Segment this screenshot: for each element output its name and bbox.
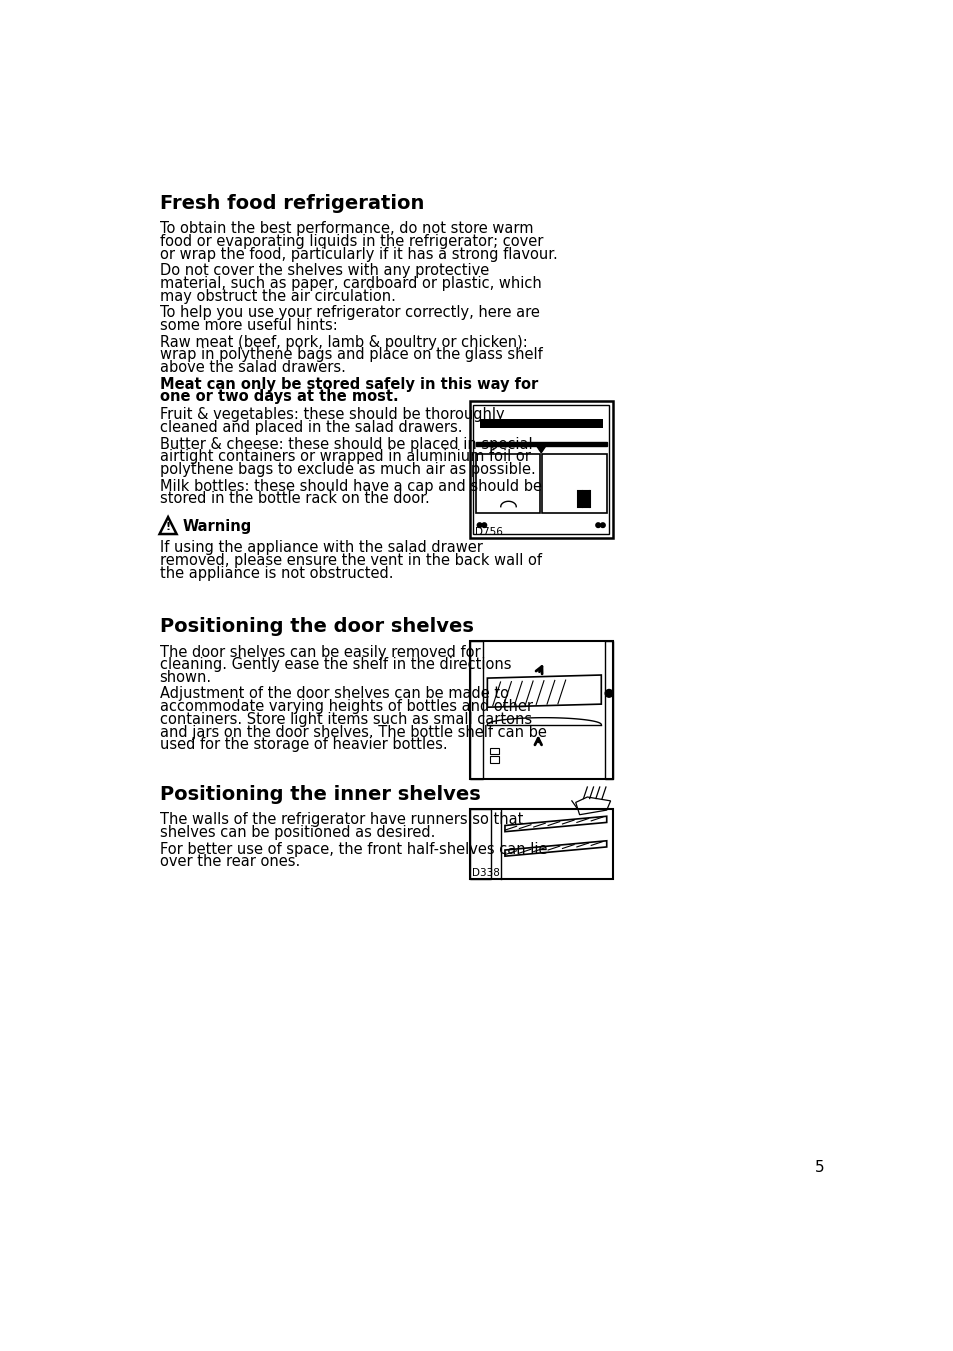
Text: Positioning the door shelves: Positioning the door shelves — [159, 617, 473, 636]
Text: wrap in polythene bags and place on the glass shelf: wrap in polythene bags and place on the … — [159, 347, 541, 362]
Bar — [469, 640, 483, 780]
Text: D756: D756 — [475, 527, 502, 538]
Text: For better use of space, the front half-shelves can lie: For better use of space, the front half-… — [159, 842, 546, 857]
Text: and jars on the door shelves. The bottle shelf can be: and jars on the door shelves. The bottle… — [159, 724, 546, 739]
Text: cleaning. Gently ease the shelf in the directions: cleaning. Gently ease the shelf in the d… — [159, 657, 511, 673]
Bar — [604, 640, 612, 780]
Text: Raw meat (beef, pork, lamb & poultry or chicken):: Raw meat (beef, pork, lamb & poultry or … — [159, 335, 527, 350]
Text: The walls of the refrigerator have runners so that: The walls of the refrigerator have runne… — [159, 812, 522, 827]
Text: shelves can be positioned as desired.: shelves can be positioned as desired. — [159, 825, 435, 840]
Text: Warning: Warning — [183, 519, 252, 534]
Text: Butter & cheese: these should be placed in special: Butter & cheese: these should be placed … — [159, 436, 532, 451]
Text: Milk bottles: these should have a cap and should be: Milk bottles: these should have a cap an… — [159, 478, 541, 493]
Text: !: ! — [165, 521, 171, 532]
Bar — [469, 401, 612, 538]
Text: D338: D338 — [472, 867, 499, 878]
Bar — [469, 808, 612, 878]
Text: containers. Store light items such as small cartons: containers. Store light items such as sm… — [159, 712, 531, 727]
Bar — [473, 405, 608, 535]
Circle shape — [476, 523, 481, 527]
Text: Fresh food refrigeration: Fresh food refrigeration — [159, 193, 423, 212]
Bar — [479, 419, 602, 428]
Bar — [476, 454, 540, 513]
Text: over the rear ones.: over the rear ones. — [159, 854, 299, 869]
Text: Meat can only be stored safely in this way for: Meat can only be stored safely in this w… — [159, 377, 537, 392]
Text: shown.: shown. — [159, 670, 212, 685]
Text: Positioning the inner shelves: Positioning the inner shelves — [159, 785, 479, 804]
Text: accommodate varying heights of bottles and other: accommodate varying heights of bottles a… — [159, 700, 532, 715]
Text: material, such as paper, cardboard or plastic, which: material, such as paper, cardboard or pl… — [159, 276, 540, 290]
Text: food or evaporating liquids in the refrigerator; cover: food or evaporating liquids in the refri… — [159, 234, 542, 249]
Text: one or two days at the most.: one or two days at the most. — [159, 389, 397, 404]
Bar — [469, 808, 491, 878]
Bar — [469, 640, 612, 780]
Text: some more useful hints:: some more useful hints: — [159, 317, 337, 334]
Text: airtight containers or wrapped in aluminium foil or: airtight containers or wrapped in alumin… — [159, 450, 530, 465]
Text: removed, please ensure the vent in the back wall of: removed, please ensure the vent in the b… — [159, 553, 541, 567]
Text: Do not cover the shelves with any protective: Do not cover the shelves with any protec… — [159, 263, 488, 278]
Text: stored in the bottle rack on the door.: stored in the bottle rack on the door. — [159, 492, 429, 507]
Bar — [489, 748, 498, 754]
Text: If using the appliance with the salad drawer: If using the appliance with the salad dr… — [159, 540, 482, 555]
Text: 5: 5 — [814, 1161, 823, 1175]
Text: used for the storage of heavier bottles.: used for the storage of heavier bottles. — [159, 738, 447, 753]
Circle shape — [604, 689, 612, 697]
Text: or wrap the food, particularly if it has a strong flavour.: or wrap the food, particularly if it has… — [159, 247, 557, 262]
Bar — [489, 757, 498, 763]
Bar — [541, 454, 606, 513]
Text: The door shelves can be easily removed for: The door shelves can be easily removed f… — [159, 644, 479, 659]
Polygon shape — [536, 446, 545, 453]
Text: Fruit & vegetables: these should be thoroughly: Fruit & vegetables: these should be thor… — [159, 408, 503, 423]
Circle shape — [596, 523, 599, 527]
Text: Adjustment of the door shelves can be made to: Adjustment of the door shelves can be ma… — [159, 686, 508, 701]
Bar — [476, 442, 606, 446]
Text: the appliance is not obstructed.: the appliance is not obstructed. — [159, 566, 393, 581]
Text: above the salad drawers.: above the salad drawers. — [159, 359, 345, 376]
Text: may obstruct the air circulation.: may obstruct the air circulation. — [159, 289, 395, 304]
Text: cleaned and placed in the salad drawers.: cleaned and placed in the salad drawers. — [159, 420, 461, 435]
Text: polythene bags to exclude as much air as possible.: polythene bags to exclude as much air as… — [159, 462, 535, 477]
Text: To help you use your refrigerator correctly, here are: To help you use your refrigerator correc… — [159, 305, 538, 320]
Text: To obtain the best performance, do not store warm: To obtain the best performance, do not s… — [159, 222, 533, 236]
Circle shape — [481, 523, 486, 527]
Circle shape — [599, 523, 604, 527]
